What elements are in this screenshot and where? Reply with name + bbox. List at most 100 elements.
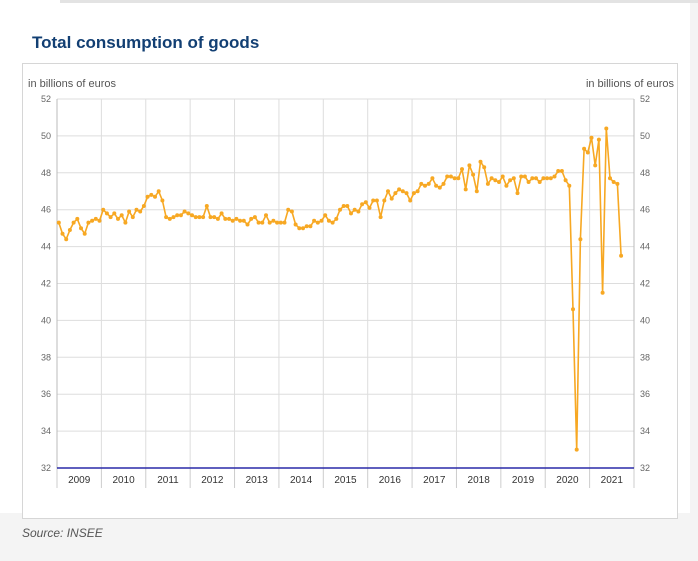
data-point bbox=[430, 176, 435, 181]
data-point bbox=[230, 218, 235, 223]
data-point bbox=[437, 185, 442, 190]
data-point bbox=[448, 174, 453, 179]
y-axis-unit-left: in billions of euros bbox=[28, 78, 117, 90]
data-point bbox=[204, 204, 209, 208]
y-tick-label-left: 40 bbox=[41, 315, 51, 325]
data-point bbox=[415, 189, 420, 194]
data-point bbox=[293, 222, 298, 227]
data-point bbox=[585, 150, 590, 155]
data-point bbox=[530, 176, 535, 181]
y-tick-label-left: 44 bbox=[41, 242, 51, 252]
data-point bbox=[600, 290, 605, 295]
chart-panel: 32 32 34 34 36 36 38 38 40 40 42 42 44 44 46 46 48 48 50 50… bbox=[22, 63, 678, 519]
data-point bbox=[397, 187, 402, 192]
data-point bbox=[323, 213, 328, 218]
y-tick-label-left: 32 bbox=[41, 463, 51, 473]
data-point bbox=[304, 224, 309, 229]
x-tick-label: 2010 bbox=[112, 475, 135, 486]
data-point bbox=[93, 216, 98, 221]
data-point bbox=[178, 213, 183, 218]
data-point bbox=[485, 181, 490, 186]
data-point bbox=[393, 191, 398, 196]
data-point bbox=[60, 231, 65, 236]
data-point bbox=[278, 220, 283, 225]
data-point bbox=[267, 220, 272, 225]
data-point bbox=[64, 237, 69, 242]
data-point bbox=[171, 215, 176, 220]
data-point bbox=[500, 174, 505, 179]
y-tick-label-left: 34 bbox=[41, 426, 51, 436]
data-point bbox=[489, 176, 494, 181]
data-point bbox=[556, 169, 561, 173]
data-point bbox=[123, 220, 128, 225]
data-point bbox=[208, 215, 213, 220]
data-point bbox=[363, 200, 368, 205]
data-point bbox=[434, 183, 439, 188]
data-point bbox=[400, 189, 405, 194]
data-point bbox=[97, 218, 102, 223]
y-tick-label-right: 42 bbox=[640, 279, 650, 289]
data-point bbox=[474, 189, 479, 194]
x-tick-label: 2017 bbox=[423, 475, 446, 486]
data-point bbox=[101, 207, 106, 212]
data-point bbox=[378, 215, 383, 220]
data-point bbox=[541, 176, 546, 181]
y-tick-label-right: 40 bbox=[640, 315, 650, 325]
data-point bbox=[212, 215, 217, 220]
data-point bbox=[619, 253, 624, 258]
top-strip bbox=[0, 0, 698, 3]
data-point bbox=[112, 211, 117, 216]
y-axis-unit-right: in billions of euros bbox=[586, 78, 675, 90]
data-point bbox=[374, 198, 379, 203]
line-chart: 32 32 34 34 36 36 38 38 40 40 42 42 44 44 46 46 48 48 50 50… bbox=[28, 78, 675, 488]
data-point bbox=[71, 220, 76, 225]
data-point bbox=[559, 169, 564, 173]
data-point bbox=[75, 216, 80, 221]
data-point bbox=[182, 209, 187, 214]
data-point bbox=[463, 187, 468, 192]
chart-title: Total consumption of goods bbox=[32, 33, 260, 52]
data-point bbox=[308, 224, 313, 229]
data-point bbox=[452, 176, 457, 181]
data-point bbox=[301, 226, 305, 231]
data-point bbox=[116, 216, 120, 221]
data-point bbox=[567, 183, 572, 188]
data-point bbox=[419, 181, 424, 186]
data-point bbox=[537, 180, 542, 184]
y-tick-label-left: 46 bbox=[41, 205, 51, 215]
data-point bbox=[608, 176, 612, 181]
data-point bbox=[149, 192, 154, 197]
data-point bbox=[467, 163, 472, 168]
data-point bbox=[79, 226, 83, 231]
data-point bbox=[264, 213, 268, 218]
data-point bbox=[552, 174, 557, 179]
data-point bbox=[338, 207, 342, 212]
x-tick-label: 2014 bbox=[290, 475, 313, 486]
data-point bbox=[408, 198, 413, 203]
y-tick-label-right: 32 bbox=[640, 463, 650, 473]
data-point bbox=[497, 180, 501, 184]
data-point bbox=[582, 146, 587, 151]
data-point bbox=[356, 209, 361, 214]
source-note: Source: INSEE bbox=[22, 526, 103, 540]
y-tick-label-left: 50 bbox=[41, 131, 51, 141]
x-tick-label: 2020 bbox=[556, 475, 579, 486]
data-point bbox=[156, 189, 161, 194]
data-point bbox=[548, 176, 553, 181]
x-tick-label: 2012 bbox=[201, 475, 224, 486]
data-point bbox=[330, 220, 335, 225]
data-point bbox=[56, 220, 61, 225]
y-tick-label-right: 46 bbox=[640, 205, 650, 215]
data-point bbox=[201, 215, 206, 220]
data-point bbox=[223, 216, 228, 221]
data-point bbox=[493, 178, 498, 183]
data-point bbox=[574, 447, 579, 452]
data-point bbox=[256, 220, 261, 225]
y-tick-label-left: 38 bbox=[41, 352, 51, 362]
data-point bbox=[615, 181, 620, 186]
x-tick-label: 2009 bbox=[68, 475, 91, 486]
grid-layer bbox=[56, 98, 635, 488]
data-point bbox=[104, 211, 109, 216]
data-point bbox=[593, 163, 598, 168]
data-point bbox=[571, 307, 575, 312]
